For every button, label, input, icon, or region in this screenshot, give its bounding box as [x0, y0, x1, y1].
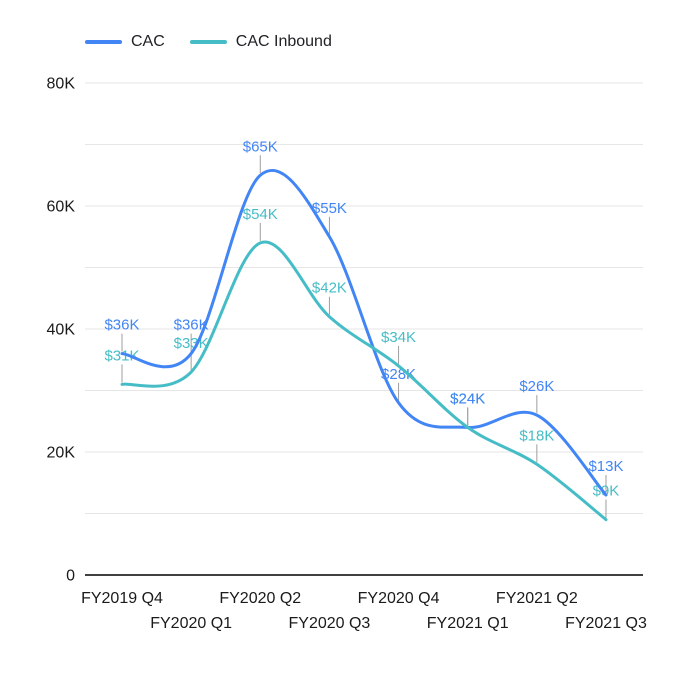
y-axis-tick-label: 40K [47, 322, 76, 339]
x-axis-label: FY2021 Q3 [565, 615, 647, 632]
gridlines [85, 82, 643, 514]
data-label: $36K [174, 317, 209, 334]
series-lines [120, 168, 608, 522]
data-label: $24K [450, 390, 485, 407]
data-label: $28K [381, 366, 416, 383]
legend-swatch-cac [85, 40, 122, 44]
data-label: $36K [104, 317, 139, 334]
chart-legend: CAC CAC Inbound [85, 33, 332, 51]
x-axis-label: FY2020 Q4 [358, 590, 440, 607]
data-labels: $31K$33K$54K$42K$34K$24K$18K$9K$36K $36K$… [104, 138, 623, 499]
series-line-cac-inbound [120, 240, 608, 522]
data-label: $42K [312, 280, 347, 297]
y-axis-tick-label: 0 [66, 568, 75, 585]
data-label: $31K [104, 347, 139, 364]
legend-label-cac-inbound: CAC Inbound [235, 33, 332, 50]
data-label: $54K [243, 206, 278, 223]
data-label: $55K [312, 200, 347, 217]
data-label: $18K [519, 427, 554, 444]
y-axis-tick-label: 80K [47, 76, 76, 93]
y-axis-tick-label: 20K [47, 445, 76, 462]
legend-item-cac: CAC [85, 33, 165, 51]
data-label: $34K [381, 329, 416, 346]
x-axis-label: FY2020 Q2 [219, 590, 301, 607]
legend-label-cac: CAC [131, 33, 165, 50]
x-axis-label: FY2020 Q3 [289, 615, 371, 632]
x-axis-label: FY2021 Q2 [496, 590, 578, 607]
x-axis-labels: FY2019 Q4 FY2020 Q1 FY2020 Q2 FY2020 Q3 FY20… [81, 590, 647, 632]
data-label: $24K [450, 390, 485, 407]
x-axis-label: FY2019 Q4 [81, 590, 163, 607]
data-label: $65K [243, 138, 278, 155]
legend-swatch-cac-inbound [189, 40, 227, 44]
data-label: $13K [588, 458, 623, 475]
y-axis-tick-label: 60K [47, 199, 76, 216]
legend-item-cac-inbound: CAC Inbound [189, 33, 332, 51]
x-axis-label: FY2020 Q1 [150, 615, 232, 632]
series-line-cac [120, 168, 608, 497]
y-axis-labels: 0 20K 40K 60K 80K [47, 76, 76, 585]
x-axis-label: FY2021 Q1 [427, 615, 509, 632]
data-label: $33K [174, 335, 209, 352]
data-label: $26K [519, 378, 554, 395]
